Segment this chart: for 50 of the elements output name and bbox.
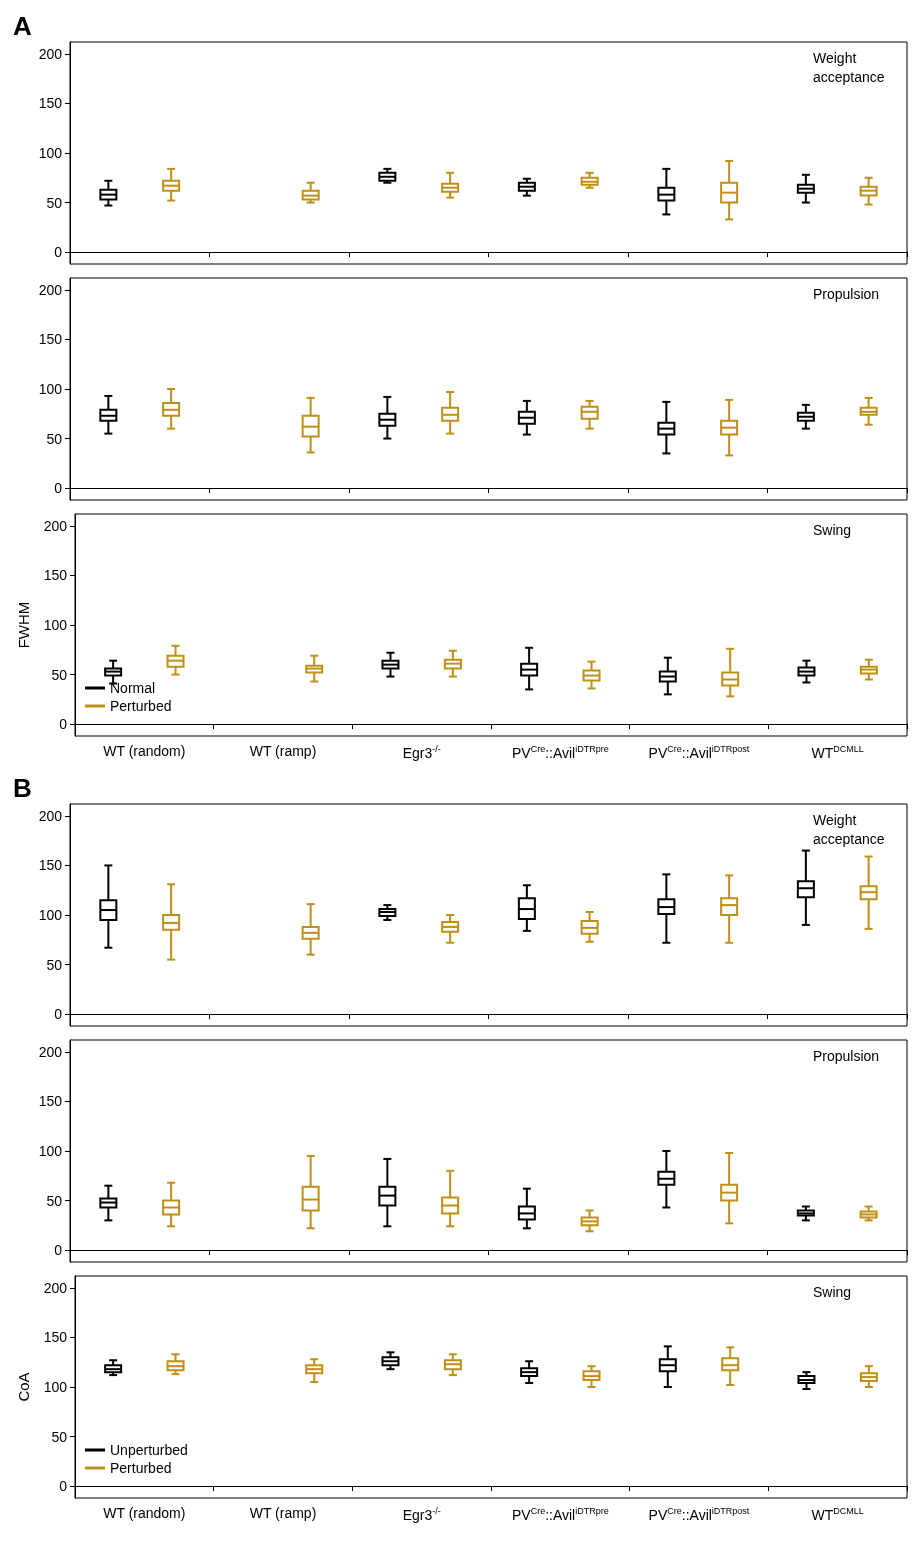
legend-label: Unperturbed: [110, 1442, 188, 1458]
legend-label: Perturbed: [110, 1460, 172, 1476]
y-tick-label: 0: [54, 1006, 63, 1023]
annotation: Propulsion: [813, 1047, 880, 1064]
y-tick-label: 50: [51, 666, 68, 683]
annotation: Swing: [813, 1283, 852, 1300]
x-tick-label: Egr3-/-: [402, 743, 441, 761]
y-tick-label: 150: [38, 331, 63, 348]
y-tick-label: 100: [43, 617, 68, 633]
y-tick-label: 50: [46, 1192, 63, 1209]
y-axis-title: FWHM: [15, 601, 32, 649]
y-tick-label: 50: [46, 430, 63, 447]
x-tick-label: WT (random): [103, 743, 186, 759]
y-tick-label: 200: [38, 1043, 63, 1060]
y-tick-label: 200: [43, 1279, 68, 1296]
chart-title: A: [13, 11, 32, 41]
y-tick-label: 50: [46, 194, 63, 211]
x-tick-label: WT (random): [103, 1505, 186, 1521]
annotation: Weight acceptance: [813, 811, 885, 847]
legend-label: Normal: [110, 680, 156, 696]
y-tick-label: 100: [43, 1379, 68, 1395]
y-tick-label: 150: [43, 1329, 68, 1346]
legend-label: Perturbed: [110, 698, 172, 714]
y-axis-title: CoA: [15, 1372, 32, 1402]
y-tick-label: 0: [54, 480, 63, 497]
y-tick-label: 150: [38, 95, 63, 112]
y-tick-label: 100: [38, 381, 63, 397]
y-tick-label: 150: [38, 857, 63, 874]
x-tick-label: WT (ramp): [249, 1505, 317, 1521]
annotation: Propulsion: [813, 285, 880, 302]
y-tick-label: 200: [43, 517, 68, 534]
y-tick-label: 0: [59, 1478, 68, 1495]
y-tick-label: 0: [59, 716, 68, 733]
y-tick-label: 200: [38, 45, 63, 62]
x-tick-label: WT (ramp): [249, 743, 317, 759]
chart-title: B: [13, 773, 32, 803]
y-tick-label: 50: [46, 956, 63, 973]
y-tick-label: 0: [54, 244, 63, 261]
annotation: Weight acceptance: [813, 49, 885, 85]
y-tick-label: 150: [38, 1093, 63, 1110]
y-tick-label: 150: [43, 567, 68, 584]
y-tick-label: 100: [38, 907, 63, 923]
y-tick-label: 0: [54, 1242, 63, 1259]
y-tick-label: 50: [51, 1428, 68, 1445]
y-tick-label: 100: [38, 145, 63, 161]
annotation: Swing: [813, 521, 852, 538]
y-tick-label: 100: [38, 1143, 63, 1159]
x-tick-label: Egr3-/-: [402, 1505, 441, 1523]
y-tick-label: 200: [38, 807, 63, 824]
y-tick-label: 200: [38, 281, 63, 298]
